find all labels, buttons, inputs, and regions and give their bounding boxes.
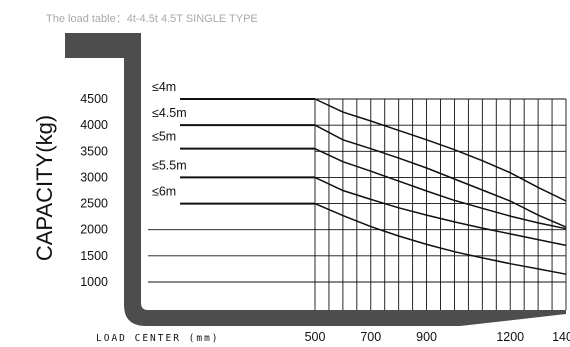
y-tick-3000: 3000 [80, 170, 108, 184]
series-label-0: ≤4m [152, 80, 176, 94]
x-tick-500: 500 [305, 330, 326, 344]
page-title: The load table：4t-4.5t 4.5T SINGLE TYPE [46, 13, 258, 25]
y-tick-1000: 1000 [80, 275, 108, 289]
x-tick-1200: 1200 [496, 330, 524, 344]
x-tick-labels: 500 700 900 1200 1400 [305, 330, 570, 344]
x-tick-700: 700 [360, 330, 381, 344]
series-curve-2 [314, 148, 567, 230]
y-tick-2500: 2500 [80, 197, 108, 211]
x-tick-900: 900 [416, 330, 437, 344]
series-curve-4 [314, 202, 567, 275]
series-label-1: ≤4.5m [152, 106, 187, 120]
series-curves [180, 98, 567, 275]
series-label-4: ≤6m [152, 185, 176, 199]
y-tick-1500: 1500 [80, 249, 108, 263]
series-label-3: ≤5.5m [152, 158, 187, 172]
x-tick-1400: 1400 [552, 330, 570, 344]
y-tick-3500: 3500 [80, 144, 108, 158]
x-axis-label: LOAD CENTER (mm) [96, 333, 220, 344]
y-tick-labels: 4500 4000 3500 3000 2500 2000 1500 1000 [80, 92, 108, 289]
series-labels: ≤4m ≤4.5m ≤5m ≤5.5m ≤6m [152, 80, 187, 199]
grid-lines [148, 98, 567, 310]
y-tick-2000: 2000 [80, 223, 108, 237]
series-label-2: ≤5m [152, 130, 176, 144]
y-tick-4000: 4000 [80, 118, 108, 132]
series-curve-0 [314, 98, 567, 202]
series-curve-3 [314, 176, 567, 247]
y-axis-label: CAPACITY(kg) [32, 115, 57, 261]
y-tick-4500: 4500 [80, 92, 108, 106]
series-curve-1 [314, 124, 567, 228]
